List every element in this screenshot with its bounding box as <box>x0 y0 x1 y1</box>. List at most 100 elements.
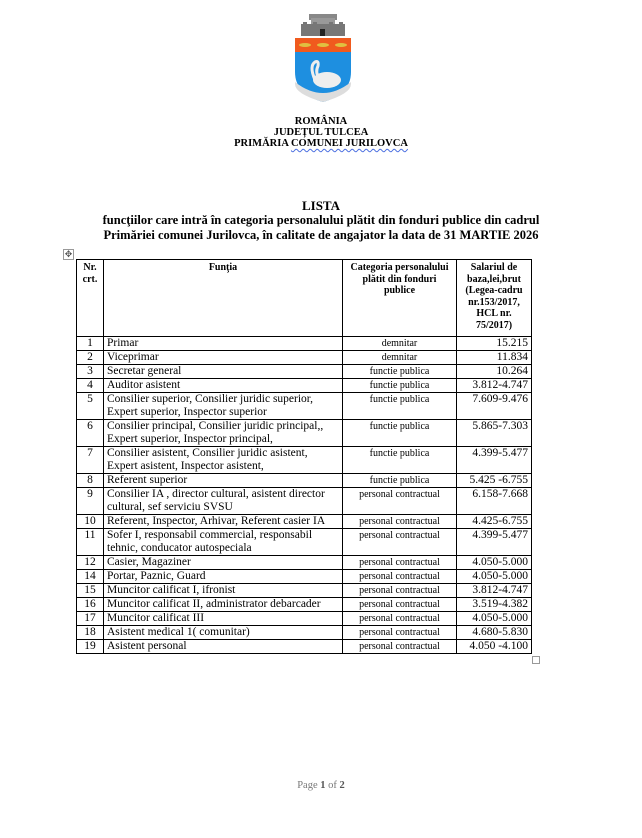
cell-functia: Consilier principal, Consilier juridic p… <box>103 419 343 447</box>
header-country: ROMÂNIA <box>294 116 348 127</box>
header-nr: Nr. crt. <box>76 259 104 337</box>
header-categoria: Categoria personalului plătit din fondur… <box>342 259 457 337</box>
table-row: 5 Consilier superior, Consilier juridic s… <box>76 392 532 420</box>
cell-salariu: 10.264 <box>456 364 532 379</box>
cell-salariu: 4.050-5.000 <box>456 555 532 570</box>
cell-nr: 19 <box>76 639 104 654</box>
cell-nr: 10 <box>76 514 104 529</box>
cell-salariu: 4.050 -4.100 <box>456 639 532 654</box>
cell-categoria: personal contractual <box>342 583 457 598</box>
cell-functia: Viceprimar <box>103 350 343 365</box>
document-title: LISTA <box>301 198 341 213</box>
cell-categoria: personal contractual <box>342 528 457 556</box>
cell-functia: Secretar general <box>103 364 343 379</box>
table-row: 8 Referent superior functie publica 5.425 -… <box>76 473 532 488</box>
table-row: 15 Muncitor calificat I, ifronist personal… <box>76 583 532 598</box>
cell-functia: Auditor asistent <box>103 378 343 393</box>
cell-salariu: 4.050-5.000 <box>456 569 532 584</box>
cell-functia: Muncitor calificat I, ifronist <box>103 583 343 598</box>
table-row: 1 Primar demnitar 15.215 <box>76 336 532 351</box>
cell-nr: 12 <box>76 555 104 570</box>
cell-nr: 11 <box>76 528 104 556</box>
header-institution: PRIMĂRIA COMUNEI JURILOVCA <box>0 138 642 149</box>
cell-salariu: 4.425-6.755 <box>456 514 532 529</box>
cell-nr: 6 <box>76 419 104 447</box>
cell-categoria: personal contractual <box>342 597 457 612</box>
cell-categoria: demnitar <box>342 350 457 365</box>
cell-categoria: functie publica <box>342 364 457 379</box>
cell-categoria: functie publica <box>342 473 457 488</box>
document-subtitle-line1: funcţiilor care intră în categoria perso… <box>102 213 540 227</box>
cell-salariu: 15.215 <box>456 336 532 351</box>
header-institution-name: COMUNEI JURILOVCA <box>290 138 408 149</box>
cell-functia: Consilier asistent, Consilier juridic as… <box>103 446 343 474</box>
cell-salariu: 5.865-7.303 <box>456 419 532 447</box>
table-row: 12 Casier, Magaziner personal contractual 4… <box>76 555 532 570</box>
cell-nr: 16 <box>76 597 104 612</box>
table-row: 10 Referent, Inspector, Arhivar, Referent… <box>76 514 532 529</box>
table-row: 14 Portar, Paznic, Guard personal contract… <box>76 569 532 584</box>
cell-salariu: 4.399-5.477 <box>456 446 532 474</box>
header-salariu: Salariul de baza,lei,brut (Legea-cadru n… <box>456 259 532 337</box>
page-total: 2 <box>339 780 345 791</box>
table-row: 16 Muncitor calificat II, administrator d… <box>76 597 532 612</box>
cell-functia: Primar <box>103 336 343 351</box>
table-resize-handle[interactable] <box>532 656 540 664</box>
cell-categoria: personal contractual <box>342 625 457 640</box>
page-label: Page <box>297 780 321 791</box>
cell-nr: 2 <box>76 350 104 365</box>
cell-functia: Consilier IA , director cultural, asiste… <box>103 487 343 515</box>
table-row: 19 Asistent personal personal contractual 4… <box>76 639 532 654</box>
cell-categoria: functie publica <box>342 446 457 474</box>
cell-salariu: 3.519-4.382 <box>456 597 532 612</box>
cell-salariu: 7.609-9.476 <box>456 392 532 420</box>
table-row: 17 Muncitor calificat III personal contrac… <box>76 611 532 626</box>
cell-nr: 5 <box>76 392 104 420</box>
cell-salariu: 5.425 -6.755 <box>456 473 532 488</box>
cell-categoria: functie publica <box>342 392 457 420</box>
table-header-row: Nr. crt. Funţia Categoria personalului p… <box>76 259 532 337</box>
cell-functia: Muncitor calificat III <box>103 611 343 626</box>
cell-nr: 4 <box>76 378 104 393</box>
cell-categoria: personal contractual <box>342 487 457 515</box>
cell-functia: Asistent personal <box>103 639 343 654</box>
header-institution-prefix: PRIMĂRIA <box>234 138 291 149</box>
table-row: 3 Secretar general functie publica 10.264 <box>76 364 532 379</box>
page-of: of <box>325 780 340 791</box>
cell-nr: 17 <box>76 611 104 626</box>
header-functia: Funţia <box>103 259 343 337</box>
table-row: 18 Asistent medical 1( comunitar) personal… <box>76 625 532 640</box>
cell-functia: Sofer I, responsabil commercial, respons… <box>103 528 343 556</box>
cell-nr: 9 <box>76 487 104 515</box>
cell-salariu: 11.834 <box>456 350 532 365</box>
cell-functia: Portar, Paznic, Guard <box>103 569 343 584</box>
cell-nr: 8 <box>76 473 104 488</box>
cell-categoria: personal contractual <box>342 514 457 529</box>
cell-nr: 18 <box>76 625 104 640</box>
cell-nr: 15 <box>76 583 104 598</box>
cell-categoria: personal contractual <box>342 639 457 654</box>
document-subtitle-line2: Primăriei comunei Jurilovca, în calitate… <box>103 228 539 242</box>
cell-nr: 14 <box>76 569 104 584</box>
table-row: 9 Consilier IA , director cultural, asist… <box>76 487 532 515</box>
cell-salariu: 6.158-7.668 <box>456 487 532 515</box>
cell-functia: Consilier superior, Consilier juridic su… <box>103 392 343 420</box>
cell-salariu: 4.399-5.477 <box>456 528 532 556</box>
table-move-handle-icon[interactable]: ✥ <box>63 249 74 260</box>
cell-categoria: personal contractual <box>342 611 457 626</box>
cell-categoria: personal contractual <box>342 569 457 584</box>
cell-functia: Referent superior <box>103 473 343 488</box>
table-row: 6 Consilier principal, Consilier juridic … <box>76 419 532 447</box>
cell-nr: 1 <box>76 336 104 351</box>
cell-salariu: 4.050-5.000 <box>456 611 532 626</box>
cell-nr: 3 <box>76 364 104 379</box>
cell-functia: Casier, Magaziner <box>103 555 343 570</box>
cell-salariu: 3.812-4.747 <box>456 378 532 393</box>
positions-table: Nr. crt. Funţia Categoria personalului p… <box>76 259 532 654</box>
cell-salariu: 3.812-4.747 <box>456 583 532 598</box>
cell-functia: Muncitor calificat II, administrator deb… <box>103 597 343 612</box>
cell-categoria: personal contractual <box>342 555 457 570</box>
cell-salariu: 4.680-5.830 <box>456 625 532 640</box>
table-row: 4 Auditor asistent functie publica 3.812-4.… <box>76 378 532 393</box>
cell-categoria: functie publica <box>342 419 457 447</box>
